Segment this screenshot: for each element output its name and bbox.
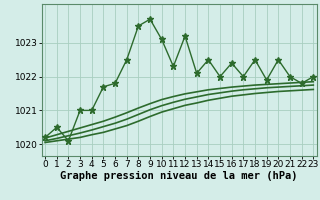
X-axis label: Graphe pression niveau de la mer (hPa): Graphe pression niveau de la mer (hPa) — [60, 171, 298, 181]
